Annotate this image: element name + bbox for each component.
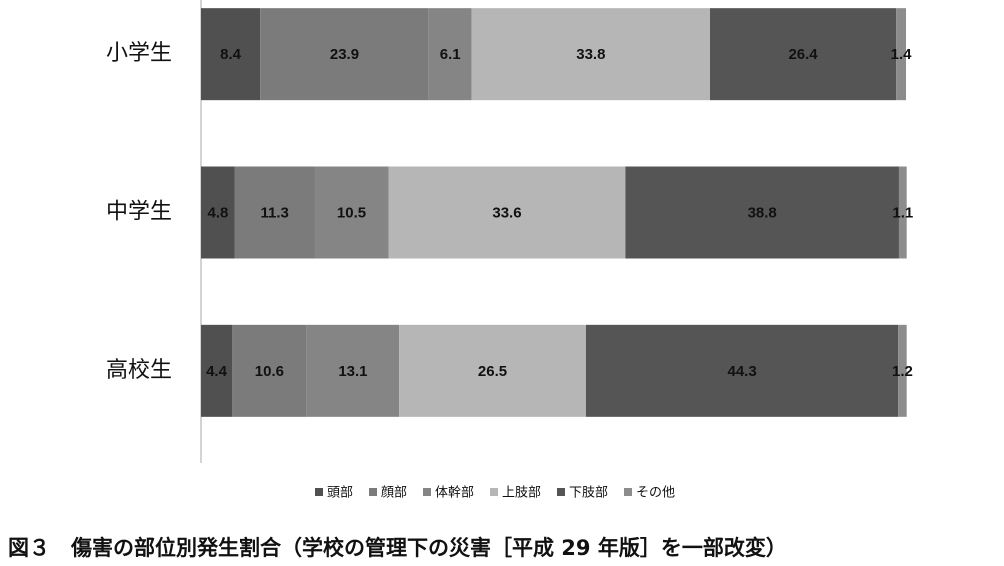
bar-segment [710, 8, 897, 101]
legend-label: 顔部 [381, 486, 407, 501]
bar-segment [260, 8, 429, 101]
data-label: 33.8 [576, 46, 605, 63]
data-label: 23.9 [330, 46, 359, 63]
data-label: 4.4 [206, 363, 228, 380]
data-label: 6.1 [440, 46, 461, 63]
legend-swatch [423, 488, 431, 496]
data-label: 10.6 [255, 363, 284, 380]
bar-segment [399, 324, 586, 417]
caption: 図３ 傷害の部位別発生割合（学校の管理下の災害［平成 29 年版］を一部改変） [8, 536, 787, 560]
bar-segment [896, 8, 906, 101]
data-label: 1.1 [892, 204, 913, 221]
bar-segment [234, 166, 315, 259]
legend-label: 体幹部 [435, 485, 474, 501]
legend-label: 下肢部 [569, 485, 608, 501]
category-label: 中学生 [106, 200, 172, 225]
legend-label: その他 [636, 486, 675, 501]
bar-segment [388, 166, 626, 259]
legend-swatch [490, 488, 498, 496]
legend-label: 上肢部 [502, 485, 541, 501]
bar-segment [306, 324, 400, 417]
bar-segment [428, 8, 472, 101]
legend-label: 頭部 [327, 486, 353, 501]
category-label: 小学生 [106, 41, 172, 66]
bar-segment [585, 324, 899, 417]
bar-segment [471, 8, 711, 101]
data-label: 26.4 [788, 46, 818, 63]
legend-swatch [369, 488, 377, 496]
data-label: 11.3 [260, 204, 288, 221]
legend-swatch [315, 488, 323, 496]
data-label: 33.6 [492, 204, 521, 221]
data-label: 44.3 [727, 363, 756, 380]
data-label: 1.4 [891, 46, 913, 63]
data-label: 10.5 [337, 204, 366, 221]
category-label: 高校生 [106, 358, 172, 383]
data-label: 26.5 [478, 363, 507, 380]
data-label: 4.8 [207, 204, 228, 221]
bar-segment [232, 324, 307, 417]
bar-segment [625, 166, 899, 259]
data-label: 13.1 [338, 363, 367, 380]
bar-segment [201, 8, 261, 101]
bar-segment [201, 166, 235, 259]
bar-segment [898, 324, 907, 417]
bar-segment [314, 166, 389, 259]
bar-segment [898, 166, 907, 259]
legend-swatch [557, 488, 565, 496]
data-label: 8.4 [220, 46, 242, 63]
data-label: 1.2 [892, 363, 913, 380]
data-label: 38.8 [748, 204, 777, 221]
legend-swatch [624, 488, 632, 496]
bar-segment [201, 324, 233, 417]
